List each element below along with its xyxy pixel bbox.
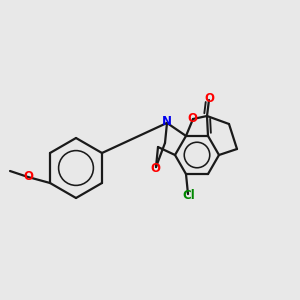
Text: N: N — [162, 116, 172, 128]
Text: Cl: Cl — [183, 189, 195, 202]
Text: O: O — [204, 92, 214, 106]
Text: O: O — [187, 112, 197, 125]
Text: O: O — [150, 161, 160, 175]
Text: O: O — [23, 170, 33, 184]
